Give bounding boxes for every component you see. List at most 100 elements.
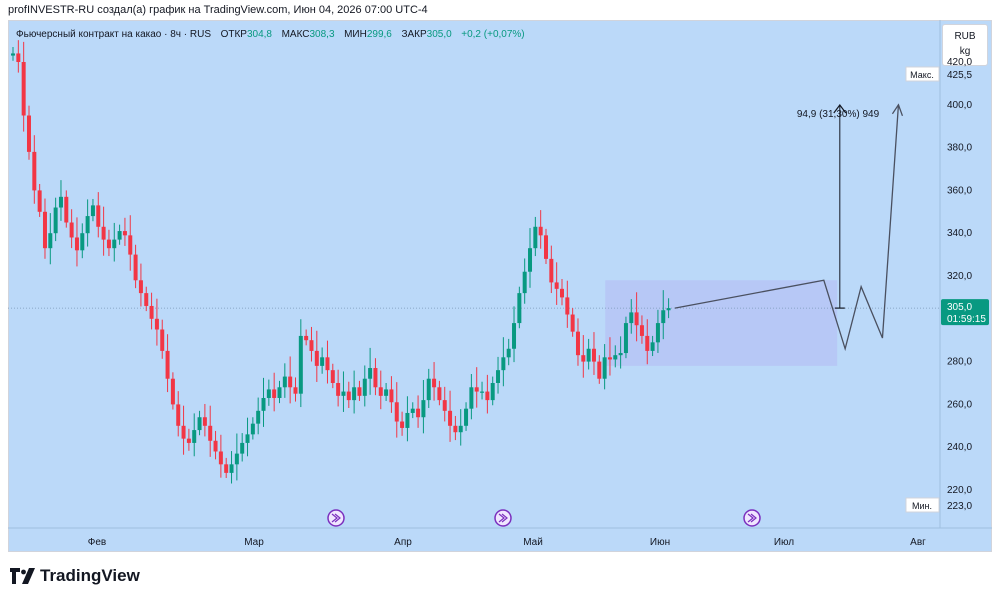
candle-body[interactable] — [586, 348, 591, 362]
candle-body[interactable] — [448, 410, 453, 426]
candle-body[interactable] — [192, 430, 197, 443]
candle-body[interactable] — [128, 235, 133, 255]
candle-body[interactable] — [208, 425, 213, 441]
candle-body[interactable] — [357, 387, 362, 396]
candle-body[interactable] — [314, 350, 319, 366]
projection-range-box[interactable] — [605, 280, 838, 366]
candle-body[interactable] — [464, 408, 469, 426]
candle-body[interactable] — [154, 318, 159, 330]
candle-body[interactable] — [538, 226, 543, 236]
candle-body[interactable] — [522, 271, 527, 294]
candle-body[interactable] — [288, 376, 293, 388]
candle-body[interactable] — [309, 340, 314, 351]
candle-body[interactable] — [181, 425, 186, 439]
candle-body[interactable] — [474, 387, 479, 392]
candle-body[interactable] — [394, 402, 399, 422]
candle-body[interactable] — [389, 389, 394, 403]
candle-body[interactable] — [330, 370, 335, 383]
candle-body[interactable] — [501, 357, 506, 371]
candle-body[interactable] — [490, 383, 495, 401]
candle-body[interactable] — [325, 357, 330, 371]
candle-body[interactable] — [298, 335, 303, 394]
candle-body[interactable] — [378, 387, 383, 396]
candle-body[interactable] — [442, 400, 447, 411]
candle-body[interactable] — [240, 442, 245, 454]
candle-body[interactable] — [362, 378, 367, 396]
candle-body[interactable] — [64, 196, 69, 223]
candle-body[interactable] — [144, 293, 149, 306]
candle-body[interactable] — [368, 368, 373, 379]
play-forward-icon[interactable] — [494, 509, 512, 527]
candle-body[interactable] — [570, 314, 575, 332]
candle-body[interactable] — [213, 440, 218, 452]
candle-body[interactable] — [512, 323, 517, 349]
candle-body[interactable] — [602, 357, 607, 379]
candle-body[interactable] — [138, 280, 143, 294]
candle-body[interactable] — [53, 207, 58, 234]
candle-body[interactable] — [11, 53, 15, 56]
candle-body[interactable] — [666, 308, 671, 311]
candle-body[interactable] — [96, 205, 101, 227]
candle-body[interactable] — [410, 408, 415, 413]
candle-body[interactable] — [634, 312, 639, 326]
candle-body[interactable] — [21, 62, 26, 116]
candle-body[interactable] — [661, 310, 666, 324]
candle-body[interactable] — [607, 357, 612, 360]
candle-body[interactable] — [629, 312, 634, 324]
candle-body[interactable] — [346, 391, 351, 401]
candle-body[interactable] — [597, 361, 602, 379]
candle-body[interactable] — [517, 293, 522, 324]
candle-body[interactable] — [480, 391, 485, 393]
candle-body[interactable] — [373, 368, 378, 388]
candle-body[interactable] — [112, 239, 117, 249]
candle-body[interactable] — [623, 323, 628, 354]
candle-body[interactable] — [32, 151, 37, 191]
candle-body[interactable] — [277, 387, 282, 398]
candle-body[interactable] — [85, 216, 90, 234]
candle-body[interactable] — [416, 408, 421, 418]
candle-body[interactable] — [533, 226, 538, 249]
candle-body[interactable] — [69, 222, 74, 238]
candle-body[interactable] — [48, 233, 53, 249]
candle-body[interactable] — [186, 438, 191, 443]
candle-body[interactable] — [341, 391, 346, 396]
candle-body[interactable] — [426, 378, 431, 401]
candle-body[interactable] — [170, 378, 175, 405]
candle-body[interactable] — [160, 329, 165, 351]
candle-body[interactable] — [453, 425, 458, 433]
candle-body[interactable] — [544, 235, 548, 259]
candle-body[interactable] — [26, 115, 31, 152]
symbol-title[interactable]: Фьючерсный контракт на какао · 8ч · RUS — [16, 29, 212, 40]
candle-body[interactable] — [645, 335, 650, 351]
candle-body[interactable] — [528, 248, 533, 272]
candle-body[interactable] — [218, 451, 223, 465]
candle-body[interactable] — [304, 335, 309, 341]
candle-body[interactable] — [272, 389, 277, 398]
play-forward-icon[interactable] — [743, 509, 761, 527]
candle-body[interactable] — [506, 348, 511, 358]
candle-body[interactable] — [405, 412, 410, 428]
candle-body[interactable] — [149, 305, 154, 319]
candle-body[interactable] — [639, 325, 644, 336]
candle-body[interactable] — [106, 239, 111, 249]
candle-body[interactable] — [554, 282, 559, 289]
candle-body[interactable] — [352, 387, 357, 401]
candle-body[interactable] — [469, 387, 474, 409]
candle-body[interactable] — [101, 226, 106, 240]
candle-body[interactable] — [549, 258, 554, 283]
candle-body[interactable] — [336, 383, 341, 396]
candle-body[interactable] — [613, 355, 618, 360]
candle-body[interactable] — [458, 425, 463, 433]
candle-body[interactable] — [432, 378, 437, 388]
candle-body[interactable] — [437, 387, 442, 401]
candle-body[interactable] — [559, 288, 564, 298]
candle-body[interactable] — [421, 400, 426, 418]
candle-body[interactable] — [122, 231, 127, 236]
candle-body[interactable] — [58, 196, 63, 208]
candle-body[interactable] — [133, 254, 138, 281]
candle-body[interactable] — [197, 417, 202, 431]
candle-body[interactable] — [655, 323, 660, 343]
candle-body[interactable] — [581, 355, 586, 362]
candle-body[interactable] — [282, 376, 287, 388]
candle-body[interactable] — [202, 417, 207, 426]
